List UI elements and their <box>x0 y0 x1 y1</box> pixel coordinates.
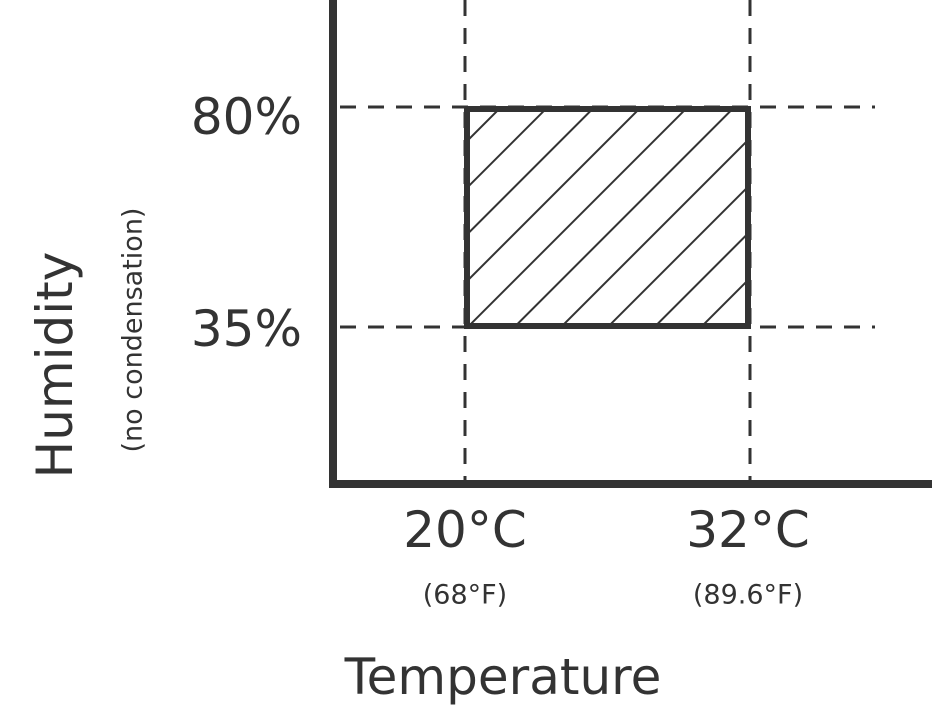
x-axis-title: Temperature <box>344 648 662 706</box>
x-tick-sublabel: (89.6°F) <box>693 580 803 611</box>
operating-range <box>464 106 751 329</box>
y-tick-label: 35% <box>191 300 302 358</box>
y-tick-label: 80% <box>191 88 302 146</box>
y-axis-title: Humidity <box>26 252 84 479</box>
y-axis-subtitle: (no condensation) <box>118 208 149 453</box>
x-tick-label: 32°C <box>686 501 810 559</box>
x-tick-label: 20°C <box>403 501 527 559</box>
x-tick-sublabel: (68°F) <box>423 580 507 611</box>
